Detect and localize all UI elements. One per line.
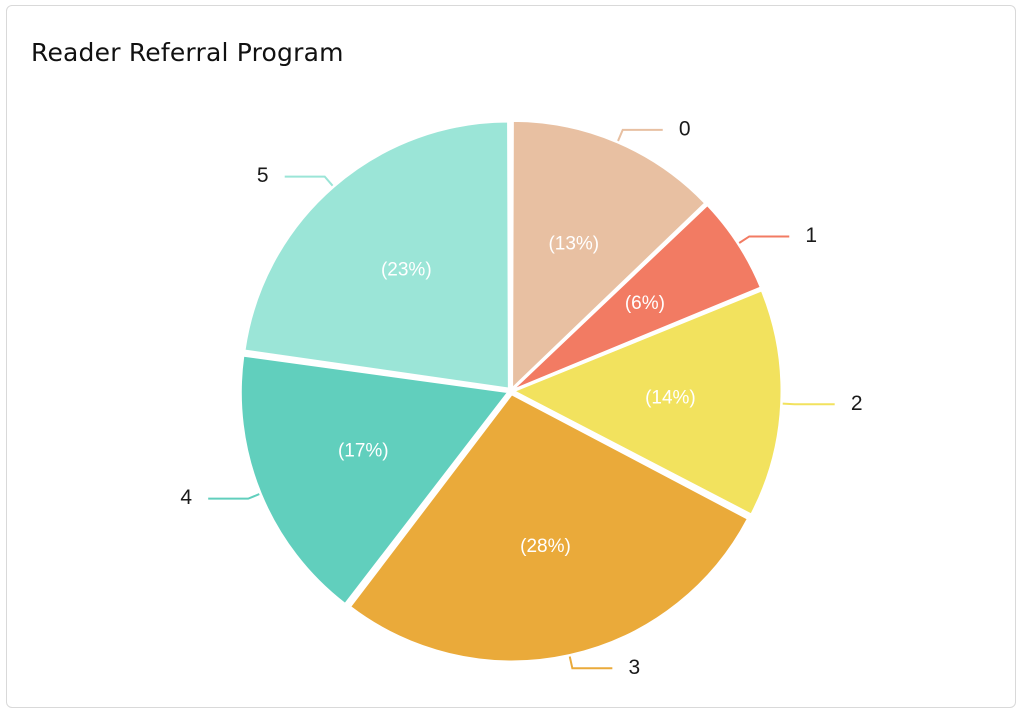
- pie-slice-1[interactable]: [514, 205, 761, 390]
- leader-line-0: [617, 128, 663, 142]
- category-label-1: 1: [805, 224, 817, 247]
- slices-layer: [240, 120, 782, 662]
- leader-lines-layer: [208, 128, 835, 670]
- percent-label-5: (23%): [381, 260, 432, 281]
- category-label-0: 0: [679, 117, 691, 140]
- category-labels-layer: 0 1 2 3 4 5: [180, 117, 862, 678]
- chart-title: Reader Referral Program: [31, 38, 344, 67]
- pie-slice-4[interactable]: [240, 355, 509, 604]
- percent-labels-layer: (13%) (6%) (14%) (28%) (17%) (23%): [338, 233, 696, 557]
- percent-label-0: (13%): [548, 233, 599, 254]
- category-label-5: 5: [257, 164, 269, 187]
- percent-label-3: (28%): [520, 536, 571, 557]
- pie-slice-3[interactable]: [350, 394, 748, 662]
- percent-label-2: (14%): [645, 387, 696, 408]
- category-label-4: 4: [180, 486, 192, 509]
- leader-line-2: [782, 402, 835, 406]
- percent-label-1: (6%): [625, 293, 665, 314]
- leader-line-5: [284, 175, 334, 187]
- leader-line-3: [568, 656, 613, 670]
- leader-line-4: [208, 493, 260, 500]
- pie-slice-0[interactable]: [512, 120, 706, 389]
- pie-slice-2[interactable]: [513, 290, 782, 515]
- pie-slice-5[interactable]: [244, 121, 509, 389]
- category-label-2: 2: [851, 392, 863, 415]
- percent-label-4: (17%): [338, 441, 389, 462]
- category-label-3: 3: [629, 656, 641, 679]
- leader-line-1: [738, 235, 790, 244]
